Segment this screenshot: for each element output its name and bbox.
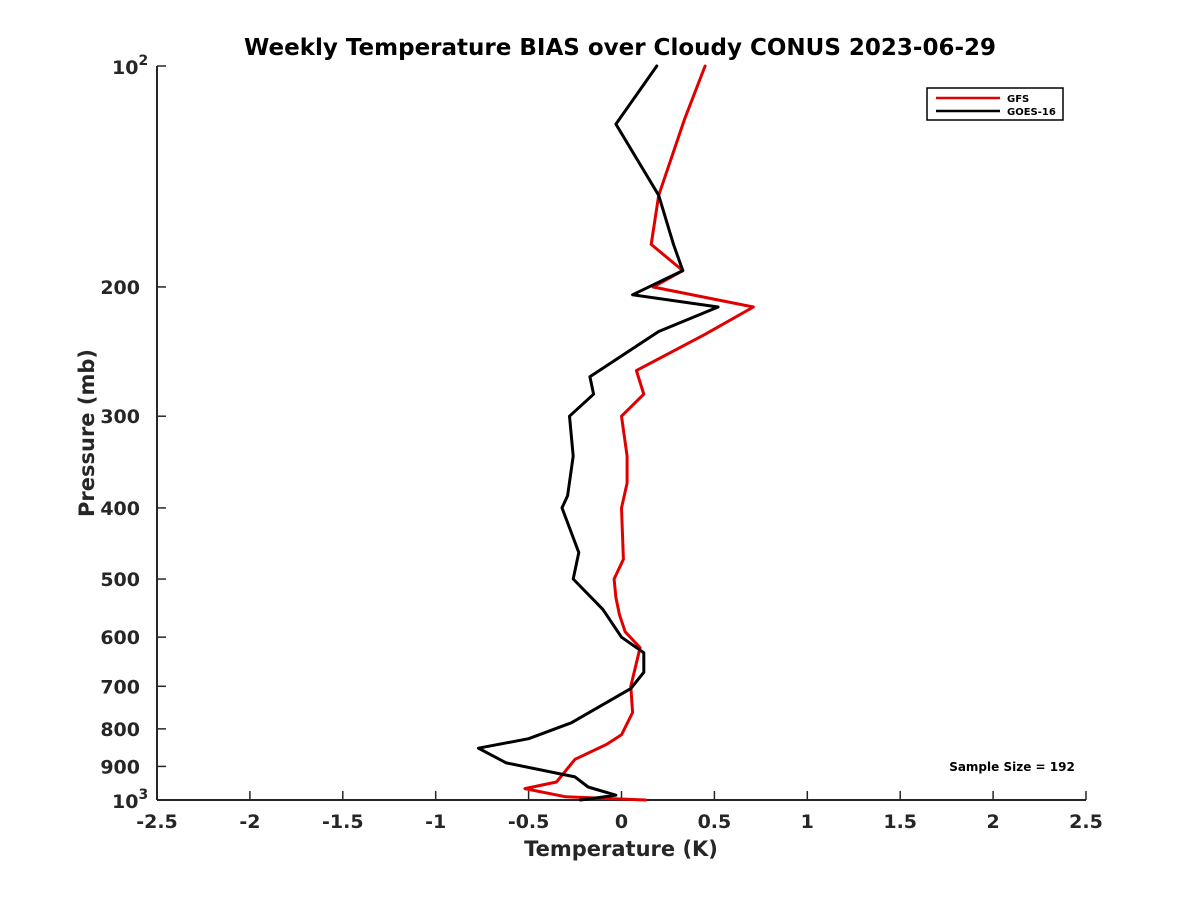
series-line-gfs bbox=[523, 64, 755, 802]
x-tick-label: 1 bbox=[801, 811, 814, 833]
chart-title: Weekly Temperature BIAS over Cloudy CONU… bbox=[244, 35, 996, 61]
y-tick-label-power: 102 bbox=[112, 53, 148, 79]
y-tick-label: 900 bbox=[100, 756, 140, 778]
x-tick-label: -2 bbox=[239, 811, 260, 833]
legend-label-goes-16: GOES-16 bbox=[1007, 107, 1056, 118]
y-tick-label: 200 bbox=[100, 277, 140, 299]
x-tick-label: -1 bbox=[425, 811, 446, 833]
x-tick-label: 2.5 bbox=[1069, 811, 1103, 833]
y-tick-label: 800 bbox=[100, 719, 140, 741]
x-tick-label: 1.5 bbox=[883, 811, 917, 833]
legend-box bbox=[926, 87, 1064, 121]
series-line-goes-16 bbox=[476, 64, 720, 802]
legend-label-gfs: GFS bbox=[1007, 94, 1029, 105]
y-tick-label: 400 bbox=[100, 498, 140, 520]
y-ticks: 200 300 400 500 600 700 800 900 102 103 bbox=[100, 53, 166, 813]
x-tick-label: -1.5 bbox=[322, 811, 364, 833]
y-tick-label-power: 103 bbox=[112, 787, 148, 813]
x-tick-label: -0.5 bbox=[508, 811, 550, 833]
x-tick-label: 2 bbox=[986, 811, 999, 833]
plot-area: -2.5 -2 -1.5 -1 -0.5 0 0.5 1 1.5 2 2.5 200 300 400 50… bbox=[100, 53, 1103, 833]
y-axis-label: Pressure (mb) bbox=[75, 349, 99, 517]
y-tick-label: 300 bbox=[100, 406, 140, 428]
sample-size-annotation: Sample Size = 192 bbox=[949, 760, 1075, 774]
legend: GFS GOES-16 bbox=[926, 87, 1064, 121]
series-group bbox=[476, 64, 755, 802]
y-tick-label: 600 bbox=[100, 627, 140, 649]
x-tick-label: 0.5 bbox=[698, 811, 732, 833]
x-tick-label: 0 bbox=[615, 811, 628, 833]
x-tick-label: -2.5 bbox=[136, 811, 178, 833]
y-tick-label: 700 bbox=[100, 676, 140, 698]
x-ticks: -2.5 -2 -1.5 -1 -0.5 0 0.5 1 1.5 2 2.5 bbox=[136, 791, 1103, 833]
x-axis-label: Temperature (K) bbox=[524, 837, 718, 861]
y-tick-label: 500 bbox=[100, 569, 140, 591]
